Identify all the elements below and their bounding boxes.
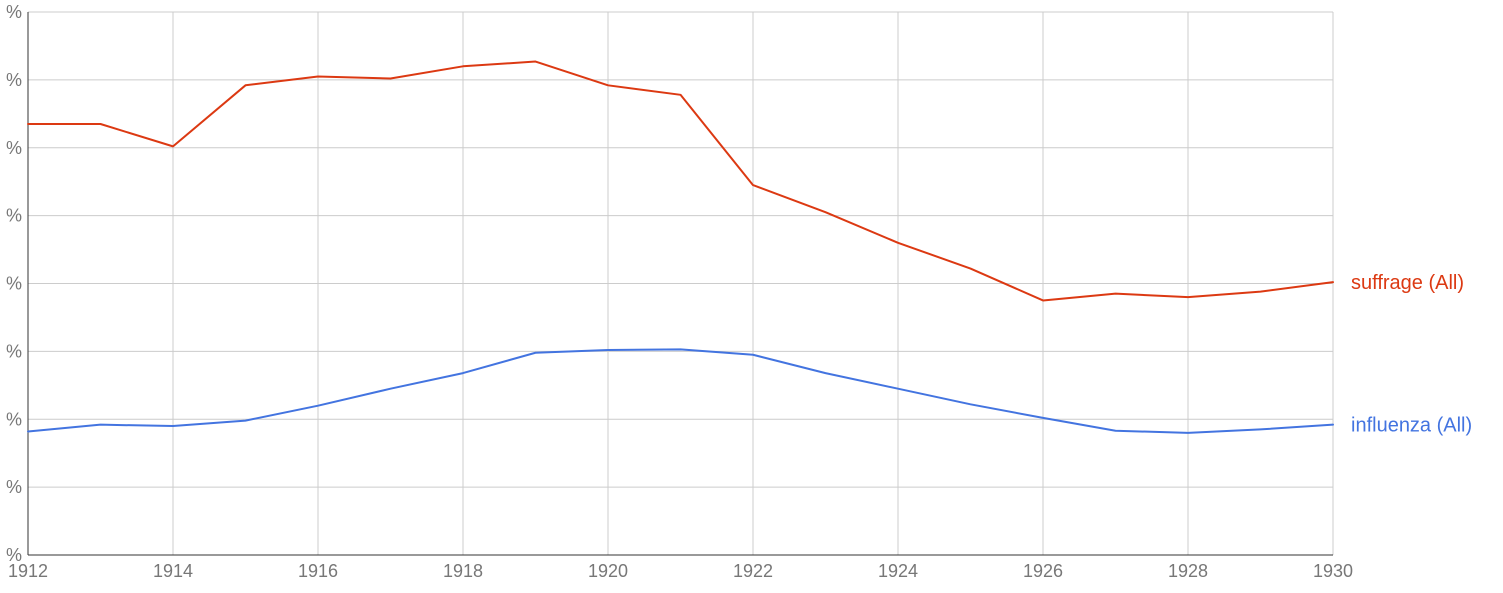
x-tick-label: 1914 [153, 561, 193, 581]
x-tick-label: 1912 [8, 561, 48, 581]
y-tick-label: % [6, 206, 22, 226]
x-tick-label: 1916 [298, 561, 338, 581]
x-tick-label: 1924 [878, 561, 918, 581]
x-tick-label: 1920 [588, 561, 628, 581]
x-tick-label: 1926 [1023, 561, 1063, 581]
x-tick-label: 1928 [1168, 561, 1208, 581]
series-label: suffrage (All) [1351, 272, 1464, 294]
y-tick-label: % [6, 70, 22, 90]
y-tick-label: % [6, 477, 22, 497]
x-tick-label: 1922 [733, 561, 773, 581]
x-tick-label: 1930 [1313, 561, 1353, 581]
y-tick-label: % [6, 138, 22, 158]
y-tick-label: % [6, 2, 22, 22]
ngram-line-chart: %%%%%%%%%1912191419161918192019221924192… [0, 0, 1503, 588]
x-tick-label: 1918 [443, 561, 483, 581]
series-label: influenza (All) [1351, 415, 1472, 437]
y-tick-label: % [6, 409, 22, 429]
chart-svg: %%%%%%%%%1912191419161918192019221924192… [0, 0, 1503, 588]
y-tick-label: % [6, 274, 22, 294]
y-tick-label: % [6, 341, 22, 361]
